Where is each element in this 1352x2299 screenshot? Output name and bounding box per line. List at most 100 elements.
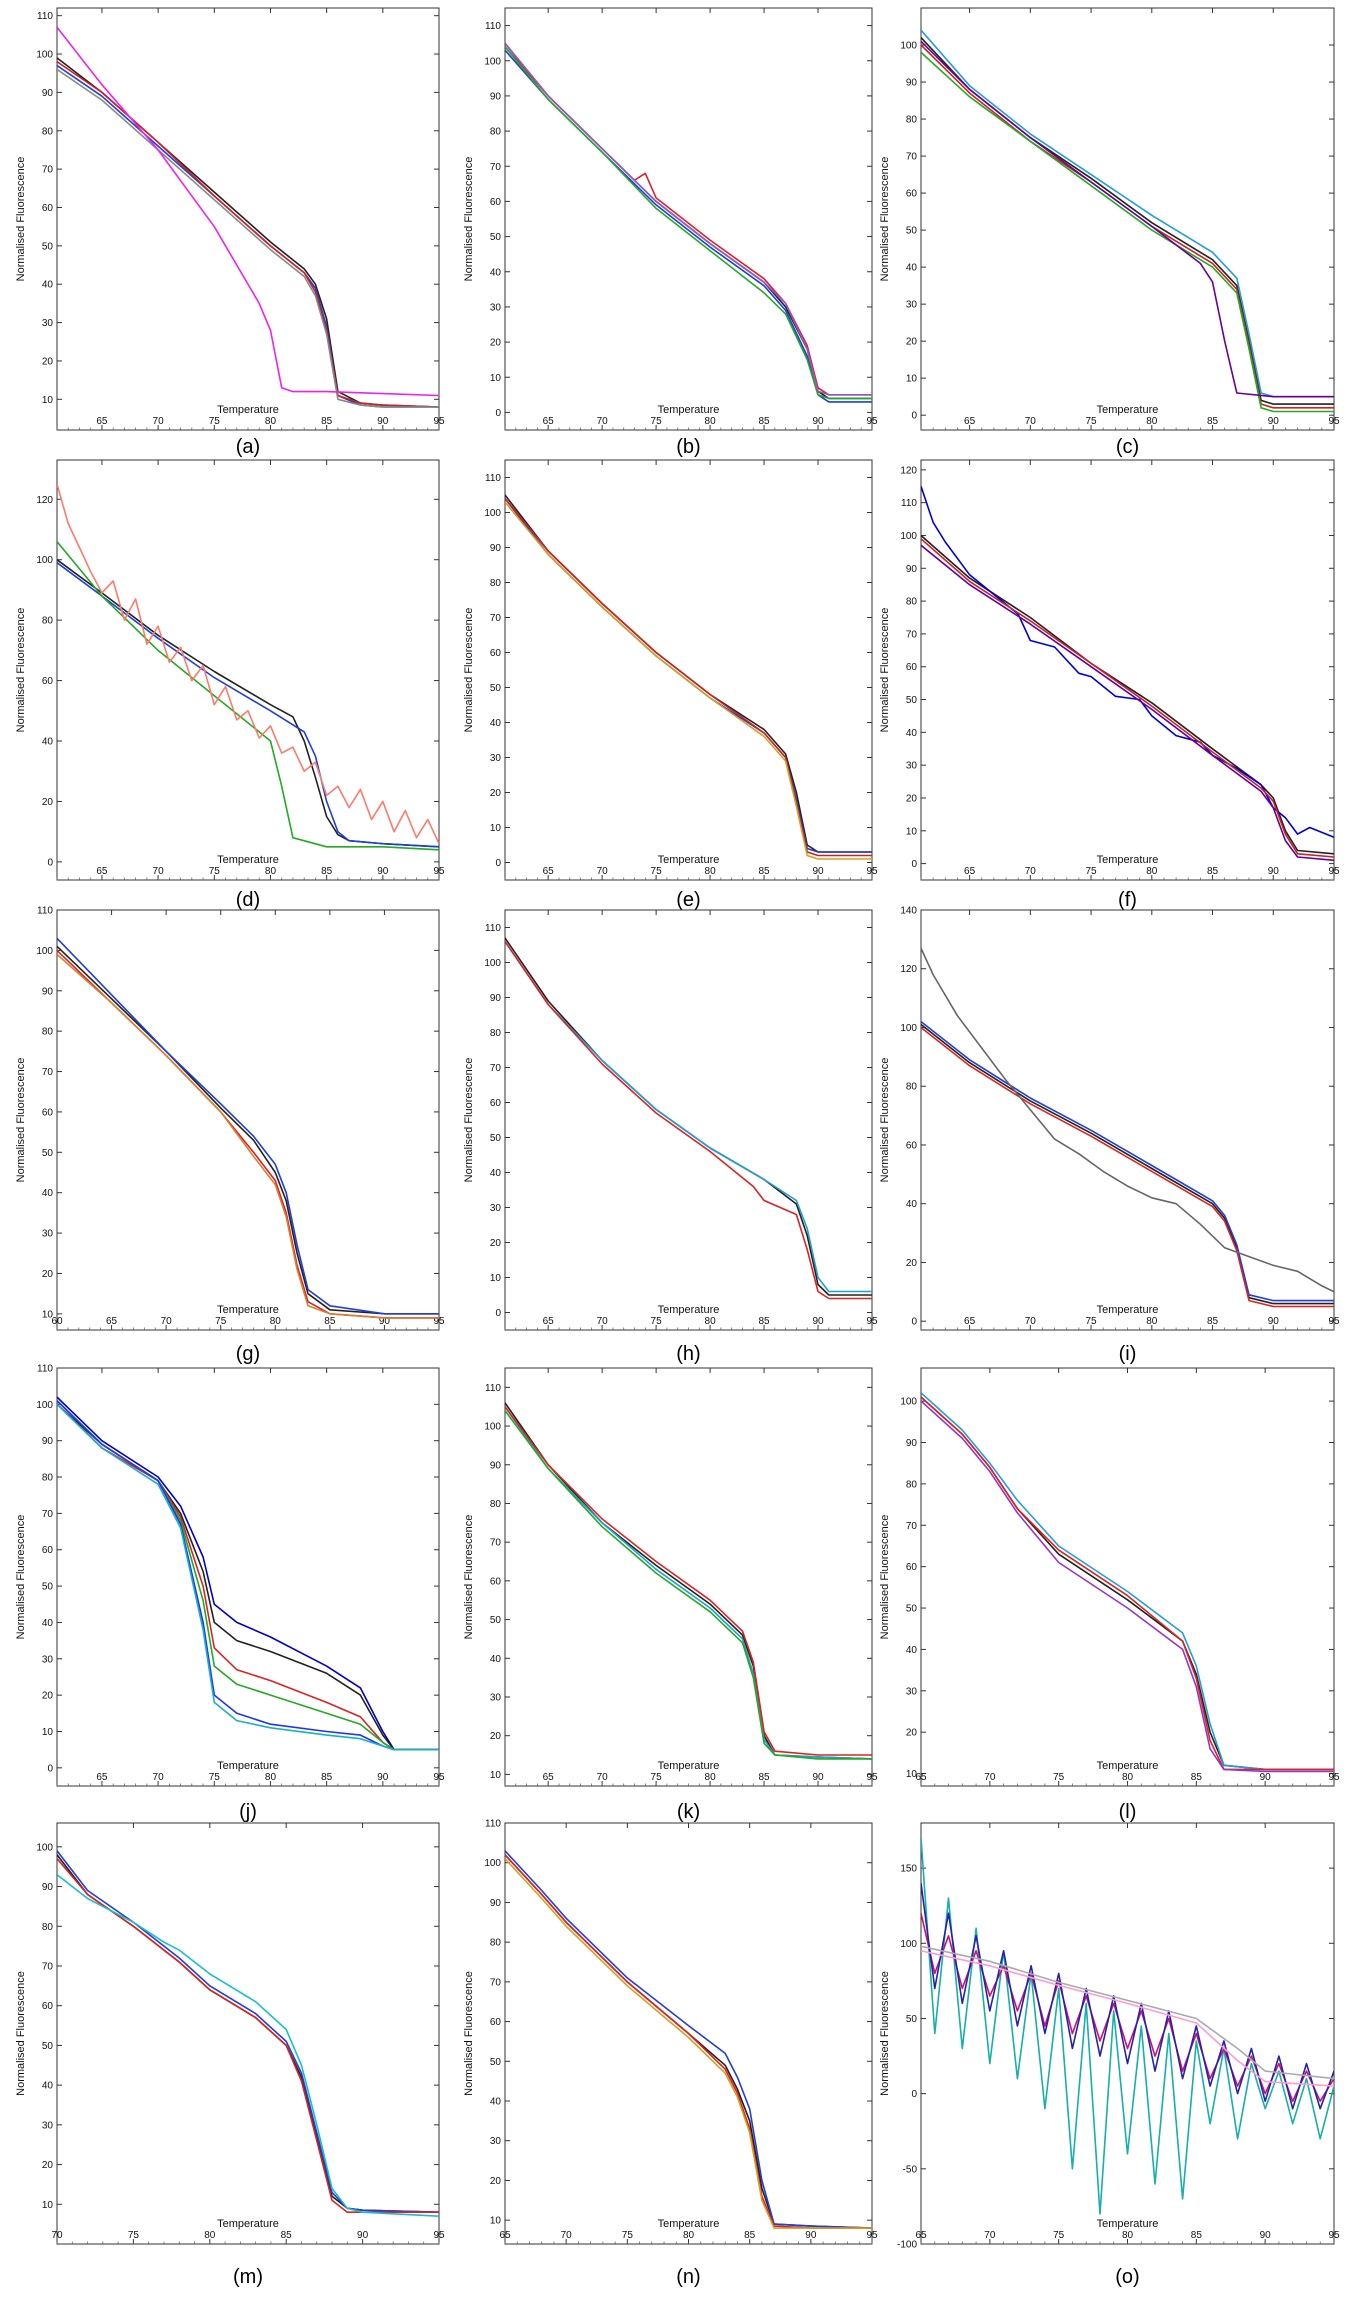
y-tick-label: 110 bbox=[485, 923, 501, 934]
series-group bbox=[57, 1396, 439, 1751]
x-tick-label: 80 bbox=[204, 2230, 216, 2241]
y-tick-label: 20 bbox=[490, 1238, 502, 1249]
series-line-3 bbox=[921, 1882, 1334, 2110]
x-axis-label: Temperature bbox=[1097, 2218, 1159, 2230]
x-tick-label: 75 bbox=[209, 416, 221, 427]
y-tick-label: 70 bbox=[906, 152, 918, 163]
x-tick-label: 90 bbox=[805, 2230, 817, 2241]
y-tick-label: 50 bbox=[490, 232, 502, 243]
y-tick-label: 70 bbox=[490, 613, 502, 624]
x-axis-label: Temperature bbox=[1097, 1760, 1159, 1772]
y-tick-label: 90 bbox=[42, 1882, 54, 1893]
panel-label: (m) bbox=[233, 2266, 263, 2288]
y-tick-label: 40 bbox=[490, 1168, 502, 1179]
y-axis-label: Normalised Fluorescence bbox=[879, 1515, 891, 1640]
x-tick-label: 90 bbox=[377, 1772, 389, 1783]
y-tick-label: 110 bbox=[37, 906, 53, 917]
plot-frame bbox=[56, 459, 440, 881]
x-tick-label: 70 bbox=[597, 416, 609, 427]
x-tick-label: 85 bbox=[321, 1772, 333, 1783]
y-tick-label: 30 bbox=[906, 1686, 918, 1697]
plot-frame bbox=[920, 459, 1335, 881]
y-tick-label: 10 bbox=[42, 395, 54, 406]
y-tick-label: 90 bbox=[42, 986, 54, 997]
panel-label: (d) bbox=[236, 889, 260, 911]
panel-label: (i) bbox=[1119, 1343, 1137, 1365]
y-tick-label: 30 bbox=[42, 318, 54, 329]
y-tick-label: 0 bbox=[911, 2089, 917, 2100]
plot-frame bbox=[56, 1822, 440, 2245]
y-tick-label: 0 bbox=[911, 859, 917, 870]
y-tick-label: 100 bbox=[900, 531, 917, 542]
x-tick-label: 95 bbox=[866, 416, 878, 427]
series-line-2 bbox=[921, 29, 1334, 398]
x-tick-label: 65 bbox=[96, 416, 108, 427]
y-tick-label: 60 bbox=[906, 1140, 918, 1151]
y-tick-label: 30 bbox=[490, 2136, 502, 2147]
y-tick-label: 100 bbox=[484, 56, 501, 67]
plot-frame bbox=[920, 1367, 1335, 1787]
series-line-5 bbox=[921, 1950, 1334, 2087]
plot-frame bbox=[56, 7, 440, 431]
series-line-6 bbox=[57, 1403, 439, 1751]
x-tick-label: 80 bbox=[705, 416, 717, 427]
y-tick-label: 100 bbox=[36, 1400, 53, 1411]
series-group bbox=[921, 947, 1334, 1308]
x-tick-label: 65 bbox=[96, 866, 108, 877]
x-tick-label: 65 bbox=[543, 1772, 555, 1783]
x-tick-label: 75 bbox=[1053, 1772, 1065, 1783]
y-tick-label: 10 bbox=[42, 1309, 54, 1320]
y-tick-label: 100 bbox=[900, 1939, 917, 1950]
series-line-3 bbox=[57, 541, 439, 851]
x-tick-label: 85 bbox=[281, 2230, 293, 2241]
y-tick-label: 40 bbox=[490, 2097, 502, 2108]
y-tick-label: 110 bbox=[485, 21, 501, 32]
x-tick-label: 95 bbox=[433, 416, 445, 427]
x-tick-label: 65 bbox=[96, 1772, 108, 1783]
series-line-3 bbox=[921, 44, 1334, 409]
series-group bbox=[505, 1850, 872, 2229]
y-tick-label: 60 bbox=[906, 662, 918, 673]
y-tick-label: 50 bbox=[906, 695, 918, 706]
y-tick-label: 60 bbox=[906, 189, 918, 200]
y-tick-label: 10 bbox=[490, 823, 502, 834]
y-tick-label: 110 bbox=[37, 1364, 53, 1375]
x-tick-label: 85 bbox=[758, 416, 770, 427]
x-axis-label: Temperature bbox=[658, 2218, 720, 2230]
y-tick-label: 20 bbox=[490, 2176, 502, 2187]
x-tick-label: 65 bbox=[543, 866, 555, 877]
series-line-4 bbox=[921, 51, 1334, 413]
x-tick-label: 90 bbox=[379, 1316, 391, 1327]
y-axis-label: Normalised Fluorescence bbox=[15, 1515, 27, 1640]
x-tick-label: 80 bbox=[270, 1316, 282, 1327]
series-line-3 bbox=[921, 538, 1334, 858]
y-tick-label: 70 bbox=[490, 162, 502, 173]
panel-label: (j) bbox=[239, 1801, 257, 1823]
x-tick-label: 75 bbox=[651, 1316, 663, 1327]
series-group bbox=[921, 29, 1334, 413]
y-tick-label: 120 bbox=[36, 495, 53, 506]
x-tick-label: 85 bbox=[744, 2230, 756, 2241]
y-tick-label: 90 bbox=[906, 78, 918, 89]
x-tick-label: 70 bbox=[597, 866, 609, 877]
y-axis-label: Normalised Fluorescence bbox=[463, 608, 475, 733]
x-tick-label: 60 bbox=[51, 1316, 63, 1327]
y-tick-label: 20 bbox=[42, 2160, 54, 2171]
y-tick-label: 100 bbox=[900, 1397, 917, 1408]
panel-g: 10 20 30 40 50 60 70 80 90 100 110 60 65 70 75 80 85 90 95… bbox=[15, 906, 445, 1366]
x-tick-label: 80 bbox=[1146, 416, 1158, 427]
y-axis-label: Normalised Fluorescence bbox=[463, 1515, 475, 1640]
x-tick-label: 70 bbox=[153, 1772, 165, 1783]
plot-frame bbox=[920, 909, 1335, 1331]
y-tick-label: 120 bbox=[900, 964, 917, 975]
x-tick-label: 75 bbox=[209, 866, 221, 877]
x-tick-label: 75 bbox=[215, 1316, 227, 1327]
y-tick-label: 20 bbox=[490, 338, 502, 349]
y-tick-label: 0 bbox=[47, 1763, 53, 1774]
x-tick-label: 80 bbox=[1146, 866, 1158, 877]
x-tick-label: 75 bbox=[651, 416, 663, 427]
panel-label: (e) bbox=[676, 889, 700, 911]
panel-c: 0 10 20 30 40 50 60 70 80 90 100 65 70 75 80 85 90 95 Temp… bbox=[879, 7, 1340, 458]
y-tick-label: 110 bbox=[485, 1383, 501, 1394]
series-line-3 bbox=[57, 1858, 439, 2213]
